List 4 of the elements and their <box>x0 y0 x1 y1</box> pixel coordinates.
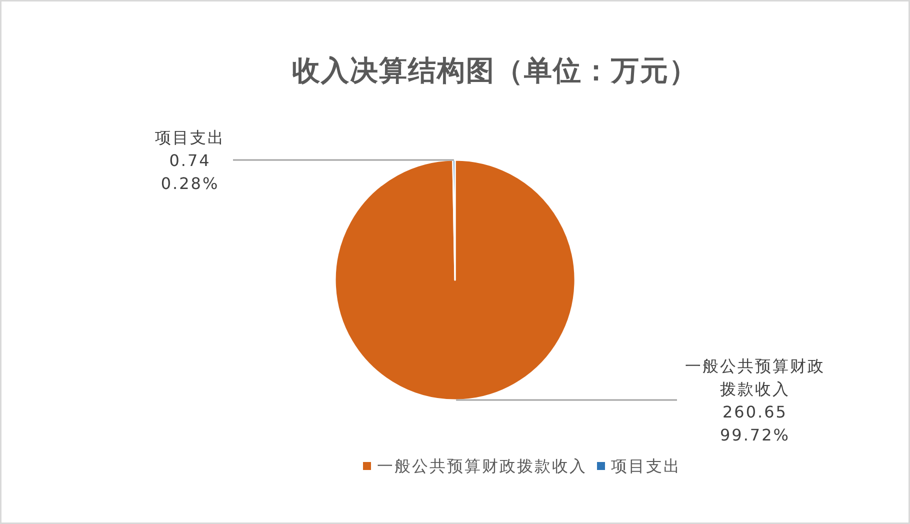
legend: 一般公共预算财政拨款收入 项目支出 <box>363 456 681 476</box>
legend-label: 一般公共预算财政拨款收入 <box>377 456 587 476</box>
legend-label: 项目支出 <box>611 456 681 476</box>
title: 收入决算结构图（单位：万元） <box>292 54 698 87</box>
